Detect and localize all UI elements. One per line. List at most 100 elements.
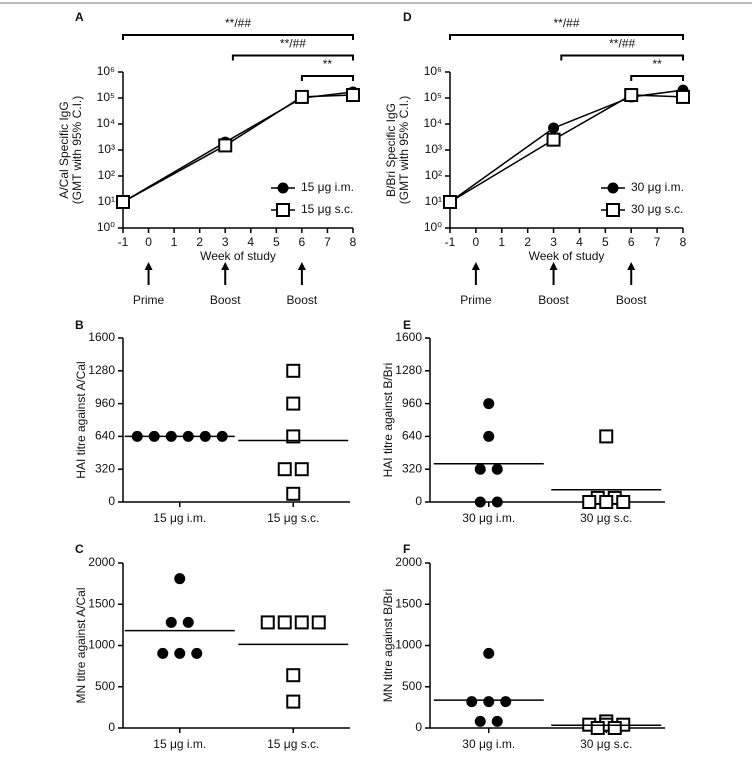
y-tick-label: 10⁰	[424, 220, 442, 234]
legend-label: 30 μg i.m.	[631, 180, 684, 194]
marker-circle	[474, 715, 486, 727]
significance-label: **	[652, 57, 662, 71]
marker-circle	[474, 496, 486, 508]
significance-label: **/##	[609, 37, 635, 51]
y-tick-label: 0	[108, 720, 115, 734]
arrow-head	[144, 262, 153, 270]
y-tick-label: 10¹	[425, 194, 442, 208]
y-tick-label: 0	[108, 494, 115, 508]
y-tick-label: 10⁵	[424, 90, 442, 104]
series-line	[122, 94, 354, 203]
marker-circle	[157, 647, 169, 659]
arrow-label: Boost	[210, 293, 241, 307]
x-tick-label: 3	[550, 235, 557, 249]
y-tick-label: 1280	[88, 363, 115, 377]
marker-square	[218, 138, 233, 153]
marker-square	[277, 615, 292, 630]
marker-circle	[483, 696, 495, 708]
marker-square	[599, 429, 614, 444]
x-tick-label: 1	[171, 235, 178, 249]
legend-label: 15 μg i.m.	[301, 180, 354, 194]
x-tick-label: 8	[350, 235, 357, 249]
marker-square	[311, 615, 326, 630]
marker-square	[286, 396, 301, 411]
y-tick-label: 10³	[98, 142, 115, 156]
x-tick-label: 5	[602, 235, 609, 249]
y-tick-label: 320	[95, 461, 115, 475]
marker-square	[286, 363, 301, 378]
marker-square	[286, 429, 301, 444]
arrow-head	[627, 262, 636, 270]
marker-square	[599, 495, 614, 509]
marker-square	[294, 462, 309, 477]
x-tick-label: -1	[118, 235, 129, 249]
marker-circle	[491, 715, 503, 727]
y-tick-label: 960	[402, 396, 422, 410]
legend-marker	[607, 182, 619, 194]
y-tick-label: 1600	[395, 330, 422, 344]
marker-square	[346, 88, 360, 103]
x-tick-label: 6	[299, 235, 306, 249]
marker-square	[294, 89, 309, 104]
y-tick-label: 10⁶	[97, 64, 115, 78]
marker-square	[294, 615, 309, 630]
significance-bracket	[300, 75, 354, 81]
y-tick-label: 1500	[88, 596, 115, 610]
x-tick-label: 4	[247, 235, 254, 249]
arrow-label: Boost	[538, 293, 569, 307]
y-axis-label: B/Bri Specific IgG	[384, 103, 398, 197]
x-axis-label: Week of study	[200, 249, 276, 263]
panel-letter: C	[75, 542, 84, 556]
marker-circle	[483, 430, 495, 442]
x-tick-label: 15 μg s.c.	[267, 737, 319, 751]
series-line	[122, 91, 354, 203]
marker-square	[624, 88, 639, 103]
marker-circle	[191, 647, 203, 659]
series-line	[449, 94, 684, 203]
y-tick-label: 2000	[88, 555, 115, 569]
arrow-label: Prime	[460, 293, 492, 307]
arrow-head	[221, 262, 230, 270]
y-axis-label: A/Cal Specific IgG	[57, 101, 71, 198]
marker-circle	[182, 616, 194, 628]
marker-circle	[174, 573, 186, 585]
marker-square	[590, 721, 605, 735]
marker-circle	[500, 696, 512, 708]
y-axis-label: (GMT with 95% C.I.)	[397, 96, 411, 204]
legend-marker	[606, 203, 620, 217]
y-axis-label: (GMT with 95% C.I.)	[70, 96, 84, 204]
y-tick-label: 2000	[395, 555, 422, 569]
y-tick-label: 960	[95, 396, 115, 410]
y-axis-label: HAI titre against A/Cal	[74, 361, 88, 478]
significance-label: **/##	[225, 16, 251, 30]
marker-circle	[483, 647, 495, 659]
y-tick-label: 10⁵	[97, 90, 115, 104]
significance-label: **	[323, 57, 333, 71]
marker-square	[286, 486, 301, 501]
series-line	[449, 89, 684, 203]
x-tick-label: 15 μg i.m.	[153, 737, 206, 751]
arrow-label: Boost	[287, 293, 318, 307]
marker-square	[546, 132, 561, 147]
marker-square	[260, 615, 275, 630]
panel-letter: F	[403, 542, 410, 556]
y-tick-label: 1000	[395, 638, 422, 652]
panel-letter: B	[75, 318, 84, 332]
y-axis-label: MN titre against A/Cal	[74, 587, 88, 703]
y-tick-label: 10⁰	[97, 220, 115, 234]
y-tick-label: 0	[415, 494, 422, 508]
y-tick-label: 10⁴	[96, 116, 115, 130]
marker-circle	[165, 616, 177, 628]
marker-circle	[483, 398, 495, 410]
panel-letter: E	[403, 318, 411, 332]
y-tick-label: 500	[402, 679, 422, 693]
x-tick-label: 0	[145, 235, 152, 249]
y-tick-label: 10⁴	[423, 116, 442, 130]
x-tick-label: 2	[196, 235, 203, 249]
arrow-label: Prime	[133, 293, 165, 307]
arrow-head	[471, 262, 480, 270]
significance-bracket	[122, 34, 354, 40]
y-tick-label: 1000	[88, 638, 115, 652]
y-tick-label: 320	[402, 461, 422, 475]
